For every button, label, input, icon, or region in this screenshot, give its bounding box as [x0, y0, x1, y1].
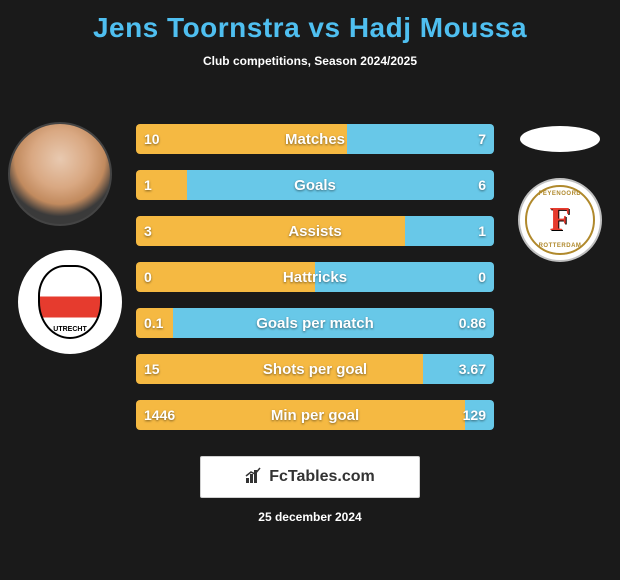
stat-value-left: 3	[136, 216, 160, 246]
stat-value-right: 129	[455, 400, 494, 430]
date-line: 25 december 2024	[0, 510, 620, 524]
stat-value-right: 6	[470, 170, 494, 200]
stat-row: Hattricks00	[136, 262, 494, 292]
stat-row: Goals16	[136, 170, 494, 200]
stat-row: Min per goal1446129	[136, 400, 494, 430]
stat-row: Shots per goal153.67	[136, 354, 494, 384]
stat-value-left: 10	[136, 124, 168, 154]
stat-value-left: 0.1	[136, 308, 171, 338]
stat-value-left: 1446	[136, 400, 183, 430]
stat-value-left: 15	[136, 354, 168, 384]
stat-value-right: 1	[470, 216, 494, 246]
stat-bar-right	[173, 308, 494, 338]
stat-bar-left	[136, 262, 315, 292]
comparison-card: Jens Toornstra vs Hadj Moussa Club compe…	[0, 0, 620, 580]
stat-value-right: 3.67	[451, 354, 494, 384]
player-left-avatar	[8, 122, 112, 226]
club-logo-right: F	[518, 178, 602, 262]
player-right-avatar-placeholder	[520, 126, 600, 152]
fctables-logo-icon	[245, 466, 263, 489]
stat-value-right: 7	[470, 124, 494, 154]
stat-value-left: 1	[136, 170, 160, 200]
stat-bar-left	[136, 400, 465, 430]
source-badge: FcTables.com	[200, 456, 420, 498]
stat-bar-right	[187, 170, 494, 200]
source-text: FcTables.com	[269, 468, 375, 486]
stat-row: Assists31	[136, 216, 494, 246]
stat-bar-left	[136, 354, 423, 384]
stats-bar-group: Matches107Goals16Assists31Hattricks00Goa…	[136, 124, 494, 446]
stat-value-right: 0.86	[451, 308, 494, 338]
subtitle: Club competitions, Season 2024/2025	[0, 54, 620, 68]
stat-bar-left	[136, 216, 405, 246]
club-logo-left: UTRECHT	[18, 250, 122, 354]
utrecht-shield-icon: UTRECHT	[38, 265, 102, 339]
page-title: Jens Toornstra vs Hadj Moussa	[0, 0, 620, 44]
stat-row: Matches107	[136, 124, 494, 154]
stat-bar-right	[315, 262, 494, 292]
stat-value-left: 0	[136, 262, 160, 292]
stat-value-right: 0	[470, 262, 494, 292]
stat-row: Goals per match0.10.86	[136, 308, 494, 338]
feyenoord-shield-icon: F	[525, 185, 595, 255]
